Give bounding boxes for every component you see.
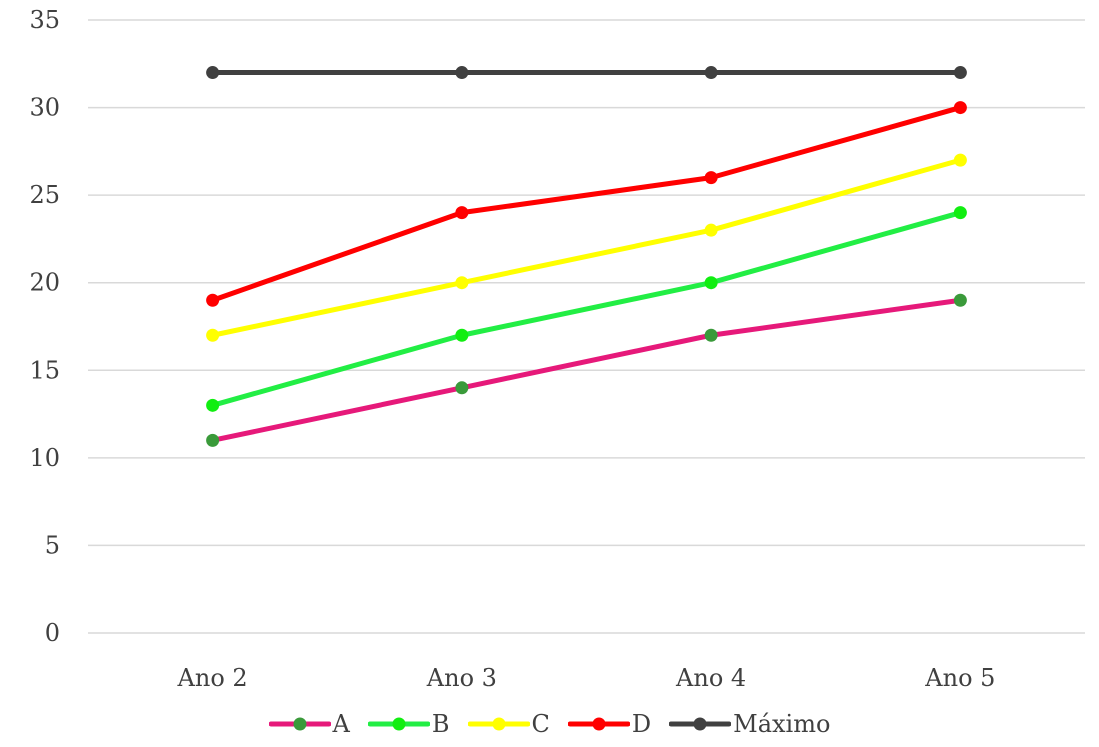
data-point — [455, 206, 469, 220]
y-tick-label: 25 — [29, 181, 60, 209]
legend-item: C — [467, 710, 550, 738]
data-point — [704, 223, 718, 237]
data-point — [206, 398, 220, 412]
series-line — [210, 210, 963, 408]
x-tick-label: Ano 5 — [924, 664, 995, 692]
data-point — [704, 66, 718, 80]
legend-label: Máximo — [733, 710, 831, 738]
legend-label: D — [631, 710, 652, 738]
data-point — [206, 66, 220, 80]
y-tick-label: 10 — [29, 444, 60, 472]
x-axis-ticks: Ano 2 Ano 3 Ano 4 Ano 5 — [177, 664, 996, 692]
legend: A B C D Máximo — [0, 704, 1099, 744]
series-A — [206, 293, 967, 447]
legend-item: D — [567, 710, 652, 738]
gridlines — [88, 19, 1085, 634]
line-chart: 0 5 10 15 20 25 30 35 Ano 2 Ano 3 Ano 4 Ano 5 — [29, 6, 1085, 692]
legend-label: A — [332, 710, 350, 738]
x-tick-label: Ano 4 — [675, 664, 746, 692]
y-tick-label: 0 — [45, 619, 60, 647]
y-tick-label: 30 — [29, 94, 60, 122]
data-point — [455, 381, 469, 395]
data-point — [704, 276, 718, 290]
legend-label: C — [531, 710, 550, 738]
x-tick-label: Ano 2 — [177, 664, 248, 692]
data-point — [455, 328, 469, 342]
data-point — [206, 293, 220, 307]
legend-swatch — [467, 717, 530, 731]
legend-swatch — [567, 717, 630, 731]
data-point — [953, 206, 967, 220]
legend-swatch — [669, 717, 732, 731]
y-tick-label: 15 — [29, 356, 60, 384]
data-point — [704, 328, 718, 342]
data-point — [206, 328, 220, 342]
series-line — [210, 297, 963, 443]
series-line — [210, 105, 963, 303]
legend-swatch — [367, 717, 430, 731]
y-axis-ticks: 0 5 10 15 20 25 30 35 — [29, 6, 60, 647]
data-point — [953, 153, 967, 167]
data-point — [455, 276, 469, 290]
series-Máximo — [206, 66, 967, 80]
series-C — [206, 153, 967, 342]
data-point — [206, 433, 220, 447]
legend-item: A — [268, 710, 350, 738]
data-point — [953, 101, 967, 115]
data-point — [455, 66, 469, 80]
y-tick-label: 5 — [45, 531, 60, 559]
legend-item: Máximo — [669, 710, 830, 738]
series-D — [206, 101, 967, 307]
series-line — [210, 157, 963, 338]
legend-swatch — [268, 717, 331, 731]
legend-label: B — [431, 710, 450, 738]
data-point — [953, 293, 967, 307]
data-point — [704, 171, 718, 185]
series-B — [206, 206, 967, 412]
data-point — [953, 66, 967, 80]
legend-item: B — [367, 710, 450, 738]
y-tick-label: 20 — [29, 269, 60, 297]
series-lines — [206, 66, 967, 447]
y-tick-label: 35 — [29, 6, 60, 34]
x-tick-label: Ano 3 — [426, 664, 497, 692]
